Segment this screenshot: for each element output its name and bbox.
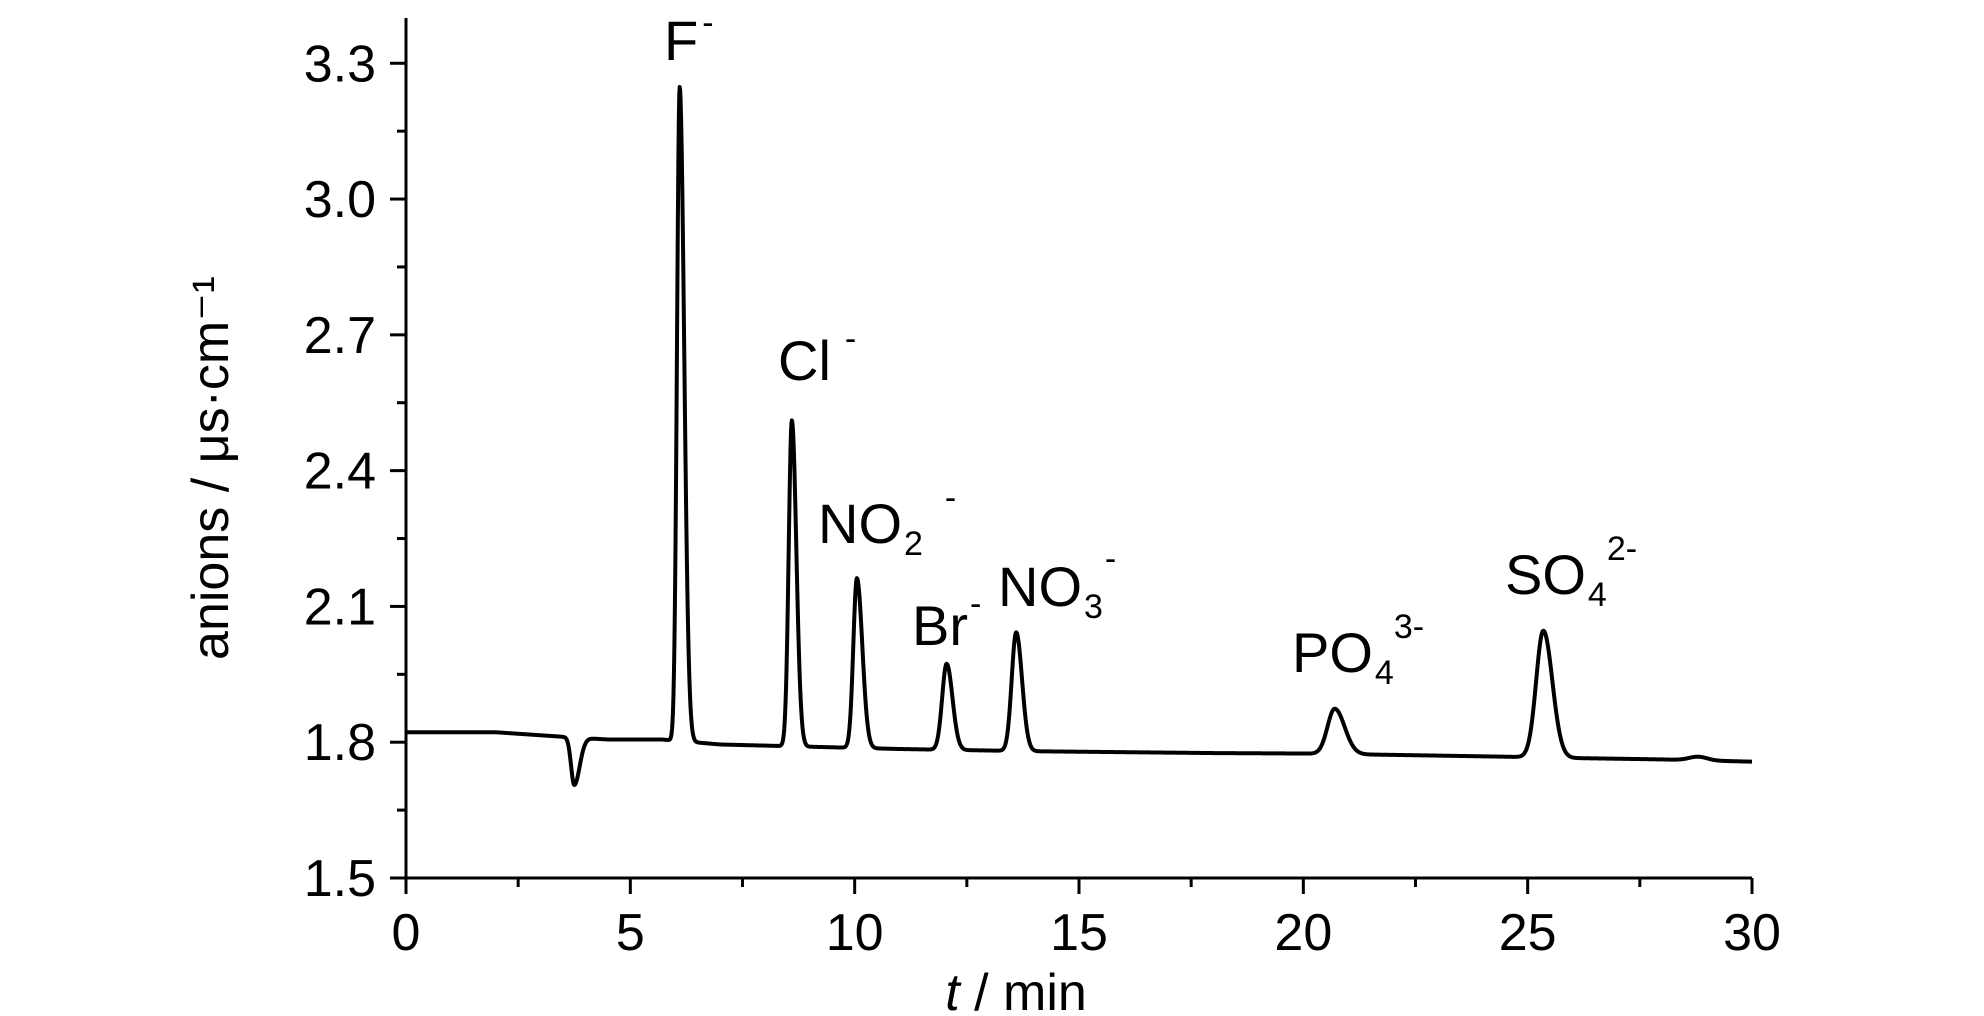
chromatogram-trace [404, 84, 1754, 787]
axis-tick-labels: 0 5 10 15 20 25 30 1.5 1.8 2.1 2.4 2.7 3.0 3.3 [304, 35, 1781, 962]
peak-label-bromide: Br- [912, 585, 981, 657]
y-tick-label: 2.1 [304, 578, 376, 636]
x-tick-label: 25 [1499, 904, 1557, 962]
peak-label-chloride: Cl - [778, 320, 856, 392]
y-tick-label: 3.3 [304, 35, 376, 93]
y-tick-label: 1.8 [304, 714, 376, 772]
x-axis-title-italic: t [945, 964, 962, 1016]
y-axis-title: anions / μs·cm⁻¹ [182, 276, 240, 660]
x-tick-label: 15 [1050, 904, 1108, 962]
y-tick-label: 2.4 [304, 443, 376, 501]
x-tick-label: 0 [392, 904, 421, 962]
y-tick-label: 3.0 [304, 171, 376, 229]
x-axis-title-rest: / min [960, 964, 1087, 1016]
x-tick-label: 10 [826, 904, 884, 962]
y-tick-label: 1.5 [304, 850, 376, 908]
peak-label-phosphate: PO43- [1292, 608, 1424, 692]
axis-ticks [390, 61, 1754, 894]
peak-label-nitrate: NO3- [998, 540, 1116, 626]
x-tick-label: 5 [616, 904, 645, 962]
y-tick-label: 2.7 [304, 307, 376, 365]
peak-label-fluoride: F- [664, 4, 714, 72]
x-tick-label: 30 [1723, 904, 1781, 962]
peak-labels: F- Cl - NO2- Br- NO3- PO43- SO42- [664, 4, 1637, 692]
x-tick-label: 20 [1274, 904, 1332, 962]
x-axis-title: t / min [945, 964, 1087, 1016]
peak-label-sulfate: SO42- [1505, 530, 1637, 614]
peak-label-nitrite: NO2- [818, 479, 956, 563]
